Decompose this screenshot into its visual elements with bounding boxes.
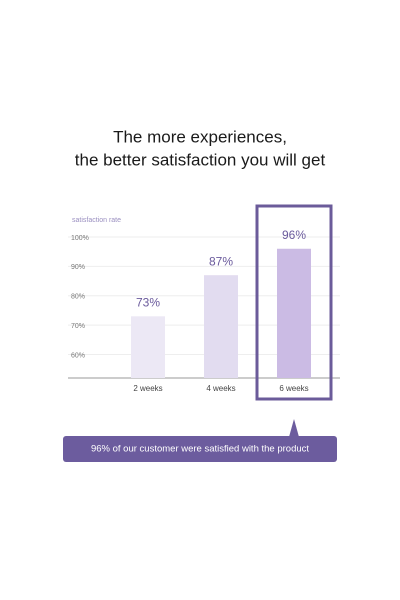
- data-label: 96%: [282, 228, 306, 242]
- y-tick-label: 90%: [71, 264, 85, 271]
- x-tick-label: 4 weeks: [206, 384, 235, 393]
- y-tick-label: 60%: [71, 352, 85, 359]
- title-line: The more experiences,: [113, 127, 287, 146]
- callout-text: 96% of our customer were satisfied with …: [91, 444, 309, 455]
- highlight-frame: [255, 204, 333, 401]
- bar: [131, 316, 165, 378]
- y-axis-label: satisfaction rate: [72, 217, 121, 224]
- bar: [277, 248, 311, 378]
- y-tick-label: 80%: [71, 294, 85, 301]
- title-line: the better satisfaction you will get: [75, 150, 326, 169]
- x-tick-label: 2 weeks: [133, 384, 162, 393]
- bar: [204, 275, 238, 378]
- callout-box: [63, 436, 337, 462]
- y-tick-label: 100%: [71, 235, 89, 242]
- x-tick-label: 6 weeks: [279, 384, 308, 393]
- data-label: 87%: [209, 254, 233, 268]
- data-label: 73%: [136, 295, 160, 309]
- y-tick-label: 70%: [71, 323, 85, 330]
- callout-pointer: [289, 419, 299, 437]
